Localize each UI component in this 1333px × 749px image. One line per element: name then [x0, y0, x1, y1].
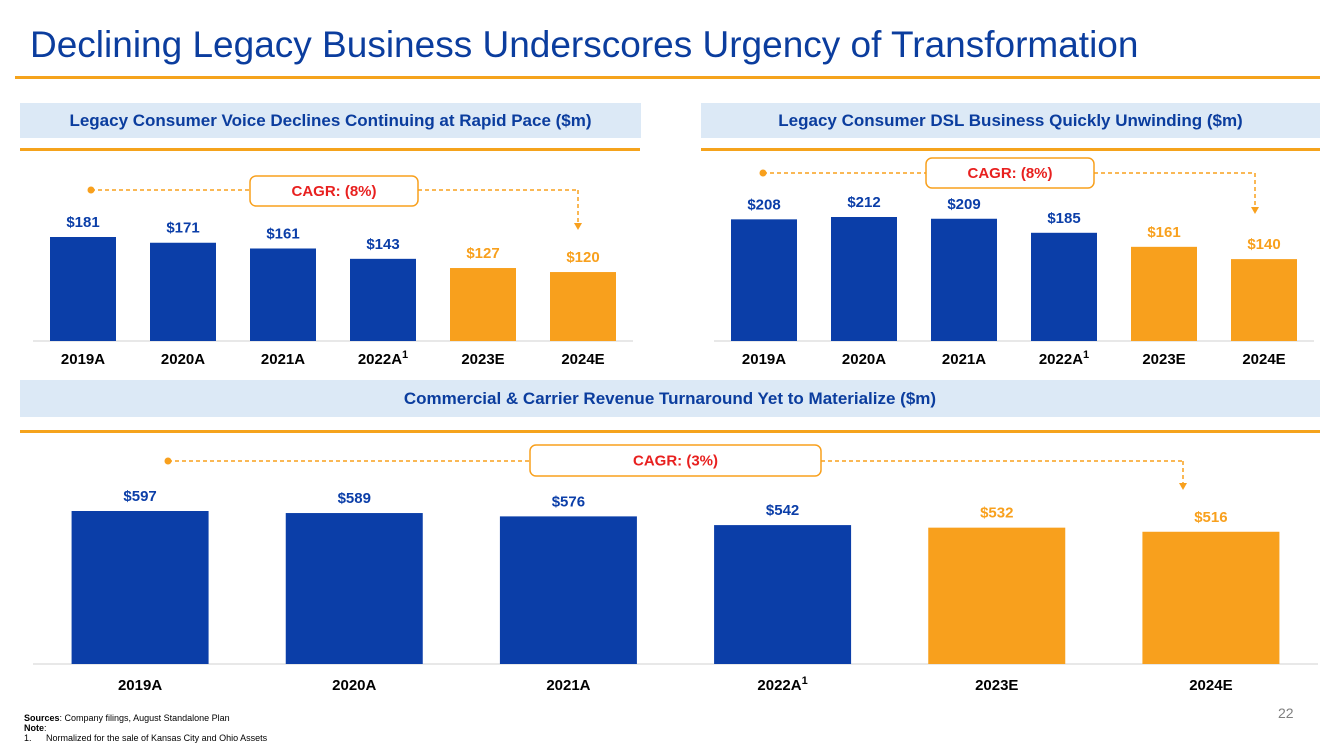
voice-chart-header: Legacy Consumer Voice Declines Continuin…	[20, 103, 641, 138]
dsl-bar-2023E	[1131, 246, 1197, 341]
voice-bar-2021A	[250, 248, 316, 341]
commercial-bar-2023E	[928, 527, 1066, 664]
page-title: Declining Legacy Business Underscores Ur…	[30, 24, 1139, 65]
dsl-tick-label-2024E: 2024E	[1242, 351, 1285, 368]
commercial-tick-label-2020A: 2020A	[332, 677, 376, 694]
dsl-tick-label-2022A: 2022A1	[1039, 349, 1089, 368]
sources-label: Sources	[24, 713, 60, 723]
voice-bar-2024E	[550, 272, 616, 341]
commercial-value-label-2021A: $576	[552, 493, 585, 510]
commercial-chart-rule	[20, 430, 1320, 433]
dsl-tick-label-2020A: 2020A	[842, 351, 886, 368]
commercial-bar-2022A	[714, 525, 852, 664]
commercial-tick-label-2022A: 2022A1	[757, 675, 807, 694]
dsl-bar-2019A	[731, 219, 797, 341]
voice-value-label-2023E: $127	[466, 245, 499, 262]
voice-value-label-2022A: $143	[366, 236, 399, 253]
commercial-bar-2019A	[71, 511, 209, 664]
page-number: 22	[1278, 705, 1294, 721]
voice-bar-2020A	[150, 242, 216, 341]
voice-chart-rule	[20, 148, 640, 151]
dsl-cagr-arrow	[1251, 207, 1259, 214]
dsl-bar-2021A	[931, 218, 997, 341]
dsl-bar-2024E	[1231, 259, 1297, 341]
note-text: Normalized for the sale of Kansas City a…	[46, 733, 268, 743]
dsl-value-label-2020A: $212	[847, 194, 880, 211]
commercial-tick-label-2023E: 2023E	[975, 677, 1018, 694]
voice-cagr-box	[249, 175, 419, 207]
dsl-value-label-2019A: $208	[747, 196, 780, 213]
dsl-cagr-label: CAGR: (8%)	[968, 165, 1053, 182]
commercial-cagr-box	[529, 444, 822, 477]
commercial-value-label-2020A: $589	[338, 490, 371, 507]
voice-value-label-2020A: $171	[166, 220, 199, 237]
voice-tick-label-2022A: 2022A1	[358, 349, 408, 368]
commercial-cagr-arrow	[1179, 483, 1187, 490]
voice-tick-label-2024E: 2024E	[561, 351, 604, 368]
voice-cagr-label: CAGR: (8%)	[292, 183, 377, 200]
dsl-cagr-box	[925, 157, 1095, 189]
dsl-tick-label-2019A: 2019A	[742, 351, 786, 368]
voice-bar-2019A	[50, 237, 116, 341]
voice-tick-label-2021A: 2021A	[261, 351, 305, 368]
dsl-chart-rule	[701, 148, 1320, 151]
note-number: 1.	[24, 733, 32, 743]
commercial-value-label-2024E: $516	[1194, 509, 1227, 526]
note-colon: :	[44, 723, 47, 733]
commercial-bar-2020A	[285, 513, 423, 664]
voice-footnote-mark: 1	[402, 349, 408, 361]
dsl-bar-2020A	[831, 217, 897, 341]
commercial-value-label-2019A: $597	[123, 488, 156, 505]
voice-value-label-2021A: $161	[266, 225, 299, 242]
dsl-chart-header: Legacy Consumer DSL Business Quickly Unw…	[701, 103, 1320, 138]
sources-footnote: Sources: Company filings, August Standal…	[24, 713, 267, 743]
dsl-footnote-mark: 1	[1083, 349, 1089, 361]
commercial-footnote-mark: 1	[802, 675, 808, 687]
commercial-cagr-label: CAGR: (3%)	[633, 453, 718, 470]
commercial-tick-label-2019A: 2019A	[118, 677, 162, 694]
dsl-value-label-2021A: $209	[947, 196, 980, 213]
dsl-bar-2022A	[1031, 232, 1097, 341]
voice-value-label-2024E: $120	[566, 249, 599, 266]
dsl-value-label-2024E: $140	[1247, 236, 1280, 253]
voice-cagr-arrow	[574, 223, 582, 230]
voice-bar-2023E	[450, 268, 516, 341]
dsl-tick-label-2021A: 2021A	[942, 351, 986, 368]
commercial-tick-label-2021A: 2021A	[546, 677, 590, 694]
sources-text: : Company filings, August Standalone Pla…	[59, 713, 230, 723]
dsl-value-label-2023E: $161	[1147, 224, 1180, 241]
commercial-value-label-2022A: $542	[766, 502, 799, 519]
commercial-bar-2024E	[1142, 531, 1280, 664]
note-label: Note	[24, 723, 44, 733]
dsl-value-label-2022A: $185	[1047, 210, 1080, 227]
dsl-tick-label-2023E: 2023E	[1142, 351, 1185, 368]
voice-value-label-2019A: $181	[66, 214, 99, 231]
title-divider	[15, 76, 1320, 79]
commercial-chart-header: Commercial & Carrier Revenue Turnaround …	[20, 380, 1320, 417]
commercial-tick-label-2024E: 2024E	[1189, 677, 1232, 694]
voice-tick-label-2020A: 2020A	[161, 351, 205, 368]
voice-tick-label-2023E: 2023E	[461, 351, 504, 368]
commercial-value-label-2023E: $532	[980, 505, 1013, 522]
voice-bar-2022A	[350, 258, 416, 341]
commercial-bar-2021A	[499, 516, 637, 664]
voice-tick-label-2019A: 2019A	[61, 351, 105, 368]
